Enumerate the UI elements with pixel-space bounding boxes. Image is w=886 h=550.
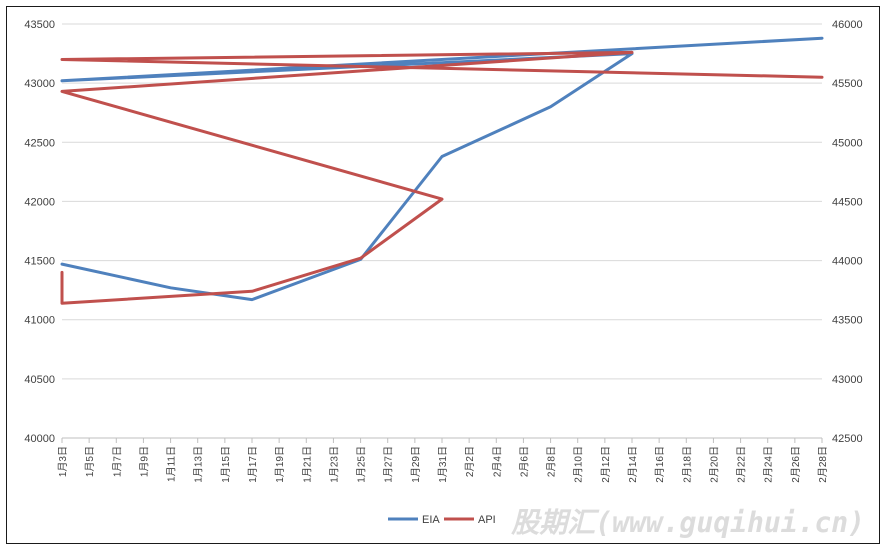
- left-tick-label: 42500: [24, 137, 55, 149]
- legend-label-api: API: [478, 514, 496, 526]
- right-tick-label: 43500: [832, 315, 863, 327]
- right-tick-label: 46000: [832, 19, 863, 31]
- x-tick-label: 2月26日: [790, 446, 802, 483]
- x-tick-label: 1月29日: [410, 446, 422, 483]
- x-tick-label: 2月28日: [817, 446, 829, 483]
- x-tick-label: 1月19日: [274, 446, 286, 483]
- x-tick-label: 2月16日: [654, 446, 666, 483]
- series-line-eia: [60, 36, 824, 302]
- left-tick-label: 42000: [24, 196, 55, 208]
- left-axis-ticks: 40000 40500 41000 41500 42000 42500 43000 43500: [24, 19, 55, 445]
- x-tick-label: 2月6日: [518, 446, 530, 477]
- x-tick-label: 1月15日: [220, 446, 232, 483]
- chart-frame: [6, 6, 880, 544]
- x-tick-label: 2月24日: [763, 446, 775, 483]
- legend-label-eia: EIA: [422, 514, 440, 526]
- legend: EIA API: [388, 514, 496, 526]
- x-tick-label: 1月17日: [247, 446, 259, 483]
- left-tick-label: 43000: [24, 78, 55, 90]
- right-tick-label: 42500: [832, 433, 863, 445]
- x-axis: 1月3日 1月5日 1月7日 1月9日 1月11日 1月13日 1月15日 1月17日 1月19…: [57, 438, 829, 483]
- x-tick-label: 1月27日: [383, 446, 395, 483]
- x-tick-label: 1月31日: [437, 446, 449, 483]
- x-tick-label: 1月5日: [84, 446, 96, 477]
- right-tick-label: 44000: [832, 256, 863, 268]
- x-tick-label: 2月2日: [464, 446, 476, 477]
- x-tick-label: 2月10日: [573, 446, 585, 483]
- left-tick-label: 40000: [24, 433, 55, 445]
- right-tick-label: 43000: [832, 374, 863, 386]
- x-tick-label: 1月21日: [301, 446, 313, 483]
- x-tick-label: 1月23日: [328, 446, 340, 483]
- x-tick-label: 2月20日: [708, 446, 720, 483]
- x-tick-label: 2月14日: [627, 446, 639, 483]
- left-tick-label: 41500: [24, 256, 55, 268]
- x-tick-label: 1月25日: [356, 446, 368, 483]
- x-tick-label: 2月8日: [546, 446, 558, 477]
- x-tick-label: 2月12日: [600, 446, 612, 483]
- left-tick-label: 40500: [24, 374, 55, 386]
- x-tick-label: 2月4日: [491, 446, 503, 477]
- x-tick-label: 1月13日: [193, 446, 205, 483]
- gridlines: [62, 23, 822, 439]
- x-tick-label: 1月11日: [166, 446, 178, 482]
- right-tick-label: 44500: [832, 196, 863, 208]
- watermark: 股期汇(www.guqihui.cn): [510, 506, 865, 539]
- x-tick-label: 2月18日: [681, 446, 693, 483]
- left-tick-label: 41000: [24, 315, 55, 327]
- x-tick-label: 2月22日: [736, 446, 748, 483]
- right-tick-label: 45500: [832, 78, 863, 90]
- x-tick-label: 1月3日: [57, 446, 69, 477]
- right-axis-ticks: 42500 43000 43500 44000 44500 45000 45500 46000: [832, 19, 863, 445]
- series-line-api: [60, 50, 824, 305]
- left-tick-label: 43500: [24, 19, 55, 31]
- right-tick-label: 45000: [832, 137, 863, 149]
- series-lines: [60, 36, 824, 305]
- x-tick-label: 1月9日: [138, 446, 150, 477]
- x-tick-label: 1月7日: [111, 446, 123, 477]
